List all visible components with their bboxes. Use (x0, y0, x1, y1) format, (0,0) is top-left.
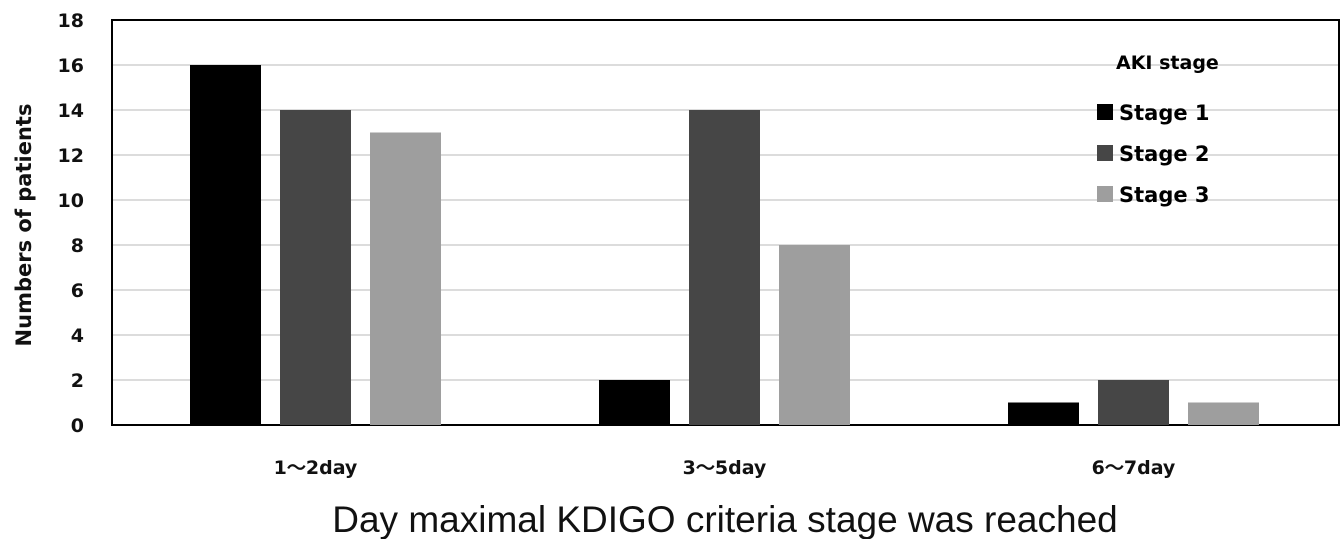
x-axis-label: Day maximal KDIGO criteria stage was rea… (332, 499, 1118, 539)
legend-swatch (1097, 186, 1113, 202)
bar-stage-1-1 (190, 65, 261, 425)
legend-swatch (1097, 104, 1113, 120)
bar-stage-3-2 (779, 245, 850, 425)
bar-stage-1-3 (1008, 402, 1079, 425)
y-axis-label: Numbers of patients (12, 104, 36, 347)
bar-stage-3-3 (1188, 402, 1259, 425)
y-tick-label: 4 (71, 325, 84, 347)
bar-stage-2-2 (689, 110, 760, 425)
bar-stage-2-3 (1098, 380, 1169, 425)
x-category-label: 3～5day (683, 457, 767, 479)
y-tick-label: 16 (58, 55, 84, 77)
y-tick-label: 14 (58, 100, 84, 122)
y-tick-label: 6 (71, 280, 84, 302)
legend-label: Stage 2 (1119, 142, 1210, 166)
legend: AKI stage Stage 1 Stage 2 Stage 3 (1097, 52, 1219, 207)
y-tick-label: 10 (58, 190, 84, 212)
y-axis-ticks: 0 2 4 6 8 10 12 14 16 18 (58, 10, 84, 437)
y-tick-label: 18 (58, 10, 84, 32)
legend-items: Stage 1 Stage 2 Stage 3 (1097, 101, 1210, 207)
legend-label: Stage 3 (1119, 183, 1210, 207)
y-tick-label: 8 (71, 235, 84, 257)
y-tick-label: 0 (71, 415, 84, 437)
bar-stage-3-1 (370, 132, 441, 425)
legend-swatch (1097, 145, 1113, 161)
y-tick-label: 12 (58, 145, 84, 167)
legend-title: AKI stage (1116, 52, 1219, 74)
legend-label: Stage 1 (1119, 101, 1210, 125)
bar-stage-2-1 (280, 110, 351, 425)
x-axis-categories: 1～2day 3～5day 6～7day (274, 457, 1176, 479)
x-category-label: 1～2day (274, 457, 358, 479)
y-tick-label: 2 (71, 370, 84, 392)
x-category-label: 6～7day (1092, 457, 1176, 479)
bar-stage-1-2 (599, 380, 670, 425)
bars (190, 65, 1259, 425)
